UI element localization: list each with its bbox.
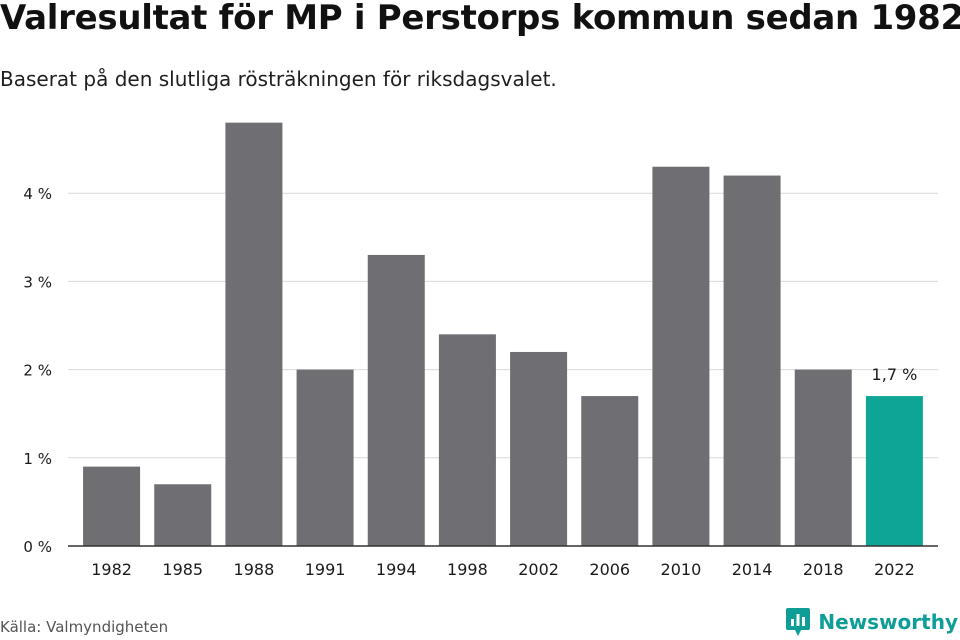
x-tick-label: 2022 (874, 560, 915, 579)
x-tick-label: 1982 (91, 560, 132, 579)
x-axis-ticks: 1982 1985 1988 1991 1994 1998 2002 2006 2010 2014… (91, 560, 915, 579)
brand-logo[interactable]: Newsworthy (785, 607, 958, 637)
x-tick-label: 2006 (589, 560, 630, 579)
bar-chart: 0 % 1 % 2 % 3 % 4 % 1982 1985 1988 1991 1994 1998… (23, 122, 938, 579)
newsworthy-logo-icon (786, 608, 811, 636)
x-tick-label: 2018 (803, 560, 844, 579)
y-tick-label: 2 % (23, 362, 52, 380)
bar-1991 (296, 369, 354, 546)
bar-2014 (723, 175, 781, 546)
gridlines (68, 192, 938, 459)
source-note: Källa: Valmyndigheten (0, 618, 169, 636)
y-tick-label: 3 % (23, 273, 52, 291)
data-label: 1,7 % (872, 365, 918, 384)
bar-2006 (581, 396, 639, 546)
x-tick-label: 1994 (376, 560, 417, 579)
x-tick-label: 1985 (162, 560, 203, 579)
x-tick-label: 1991 (305, 560, 346, 579)
bar-1994 (367, 254, 425, 546)
chart-title: Valresultat för MP i Perstorps kommun se… (0, 0, 960, 38)
chart-subtitle: Baserat på den slutliga rösträkningen fö… (0, 67, 557, 91)
x-tick-label: 2014 (732, 560, 773, 579)
annotations: 1,7 % (872, 365, 918, 384)
y-tick-label: 4 % (23, 185, 52, 203)
bar-1985 (154, 484, 212, 546)
bars (83, 122, 923, 547)
bar-2018 (794, 369, 852, 546)
bar-2010 (652, 166, 710, 547)
x-tick-label: 1988 (234, 560, 275, 579)
x-tick-label: 2002 (518, 560, 559, 579)
x-tick-label: 2010 (661, 560, 702, 579)
bar-2022 (865, 396, 923, 546)
brand-name: Newsworthy (818, 610, 958, 634)
bar-1982 (83, 466, 141, 546)
x-tick-label: 1998 (447, 560, 488, 579)
y-tick-label: 1 % (23, 450, 52, 468)
y-axis-ticks: 0 % 1 % 2 % 3 % 4 % (23, 185, 52, 556)
bar-2002 (510, 351, 568, 546)
y-tick-label: 0 % (23, 538, 52, 556)
bar-1998 (438, 334, 496, 546)
bar-1988 (225, 122, 283, 546)
